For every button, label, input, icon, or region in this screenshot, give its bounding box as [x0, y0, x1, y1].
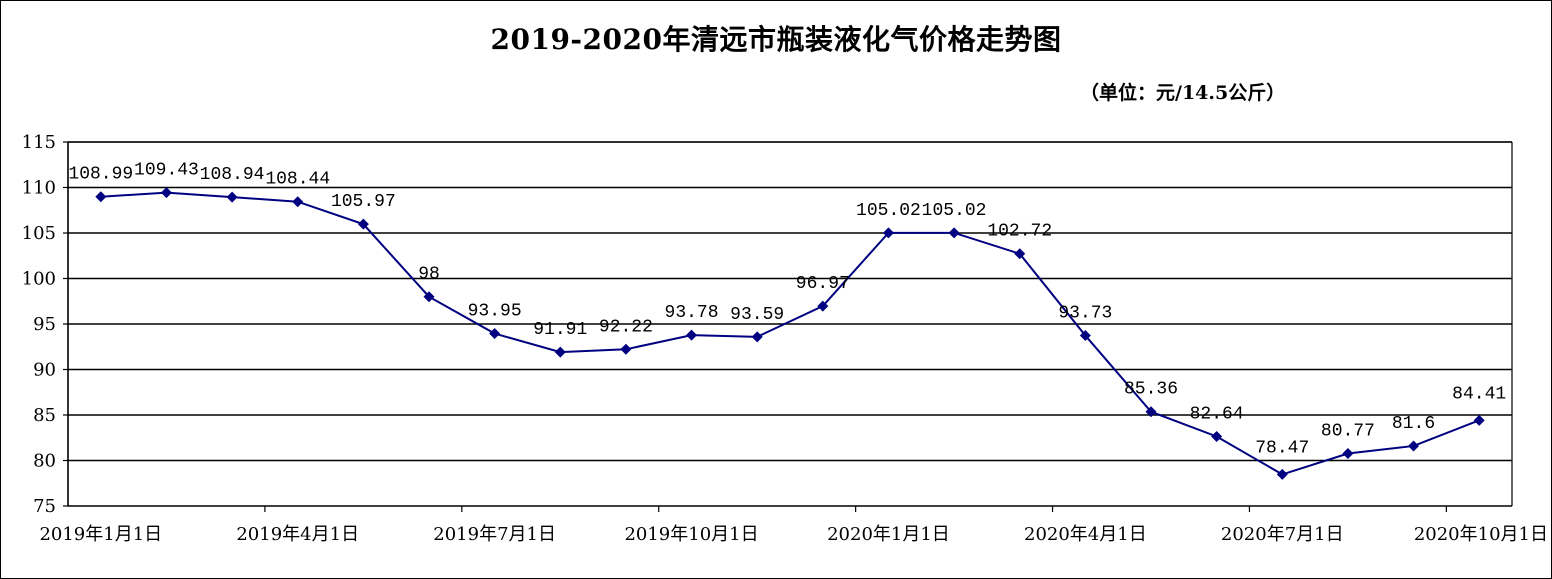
data-label: 85.36	[1124, 380, 1178, 400]
data-label: 98	[418, 265, 440, 285]
y-tick-label: 100	[22, 269, 56, 290]
data-point-marker	[1276, 468, 1288, 480]
y-tick-label: 75	[33, 496, 56, 517]
data-point-marker	[1014, 248, 1026, 260]
data-point-marker	[817, 300, 829, 312]
data-label: 108.44	[265, 170, 330, 190]
x-tick-label: 2020年7月1日	[1221, 524, 1344, 545]
x-tick-label: 2019年10月1日	[624, 524, 758, 545]
x-tick-label: 2019年7月1日	[433, 524, 556, 545]
y-tick-label: 95	[33, 314, 56, 335]
data-point-marker	[357, 218, 369, 230]
y-tick-label: 80	[33, 451, 56, 472]
data-label: 105.97	[331, 192, 396, 212]
data-label: 93.59	[730, 305, 784, 325]
series-line	[100, 191, 1480, 476]
data-label: 96.97	[796, 274, 850, 294]
x-tick-label: 2019年1月1日	[39, 524, 162, 545]
data-label: 108.99	[68, 165, 133, 185]
data-point-marker	[554, 346, 566, 358]
chart-title: 2019-2020年清远市瓶装液化气价格走势图	[490, 23, 1062, 56]
data-label: 108.94	[200, 165, 265, 185]
data-point-marker	[95, 191, 107, 203]
data-point-marker	[489, 328, 501, 340]
chart-unit-subtitle: （单位：元/14.5公斤）	[1080, 82, 1286, 104]
data-point-marker	[882, 227, 894, 239]
data-point-marker	[292, 196, 304, 208]
data-point-marker	[1211, 430, 1223, 442]
x-tick-label: 2019年4月1日	[236, 524, 359, 545]
data-label: 93.78	[665, 303, 719, 323]
grid-lines	[68, 141, 1512, 462]
data-label: 91.91	[533, 320, 587, 340]
data-label: 102.72	[987, 222, 1052, 242]
data-point-marker	[620, 343, 632, 355]
data-point-marker	[1342, 447, 1354, 459]
data-label: 105.02	[922, 201, 987, 221]
y-axis-tick-labels: 75 80 85 90 95 100 105 110 115	[22, 132, 56, 517]
data-label: 92.22	[599, 317, 653, 337]
data-label: 80.77	[1321, 421, 1375, 441]
axes	[63, 141, 1513, 512]
x-tick-label: 2020年1月1日	[827, 524, 950, 545]
data-point-marker	[1145, 406, 1157, 418]
data-label: 93.95	[468, 302, 522, 322]
y-tick-label: 115	[22, 132, 56, 153]
data-point-marker	[1408, 440, 1420, 452]
data-point-marker	[1473, 414, 1485, 426]
y-tick-label: 110	[22, 178, 56, 199]
y-tick-label: 85	[33, 405, 56, 426]
data-label: 81.6	[1392, 414, 1435, 434]
data-point-marker	[1079, 330, 1091, 342]
data-label: 93.73	[1058, 304, 1112, 324]
data-point-marker	[948, 227, 960, 239]
x-tick-label: 2020年4月1日	[1024, 524, 1147, 545]
x-axis-tick-labels: 2019年1月1日 2019年4月1日 2019年7月1日 2019年10月1日 202…	[39, 524, 1548, 545]
data-label: 84.41	[1452, 384, 1506, 404]
series	[95, 187, 1485, 480]
y-tick-label: 105	[22, 223, 56, 244]
data-label: 105.02	[856, 201, 921, 221]
data-point-marker	[751, 331, 763, 343]
x-tick-label: 2020年10月1日	[1414, 524, 1548, 545]
data-point-marker	[423, 291, 435, 303]
y-tick-label: 90	[33, 360, 56, 381]
data-label: 82.64	[1190, 404, 1244, 424]
data-point-marker	[226, 191, 238, 203]
data-label: 78.47	[1255, 438, 1309, 458]
data-point-marker	[160, 187, 172, 199]
data-point-marker	[686, 329, 698, 341]
data-label: 109.43	[134, 161, 199, 181]
